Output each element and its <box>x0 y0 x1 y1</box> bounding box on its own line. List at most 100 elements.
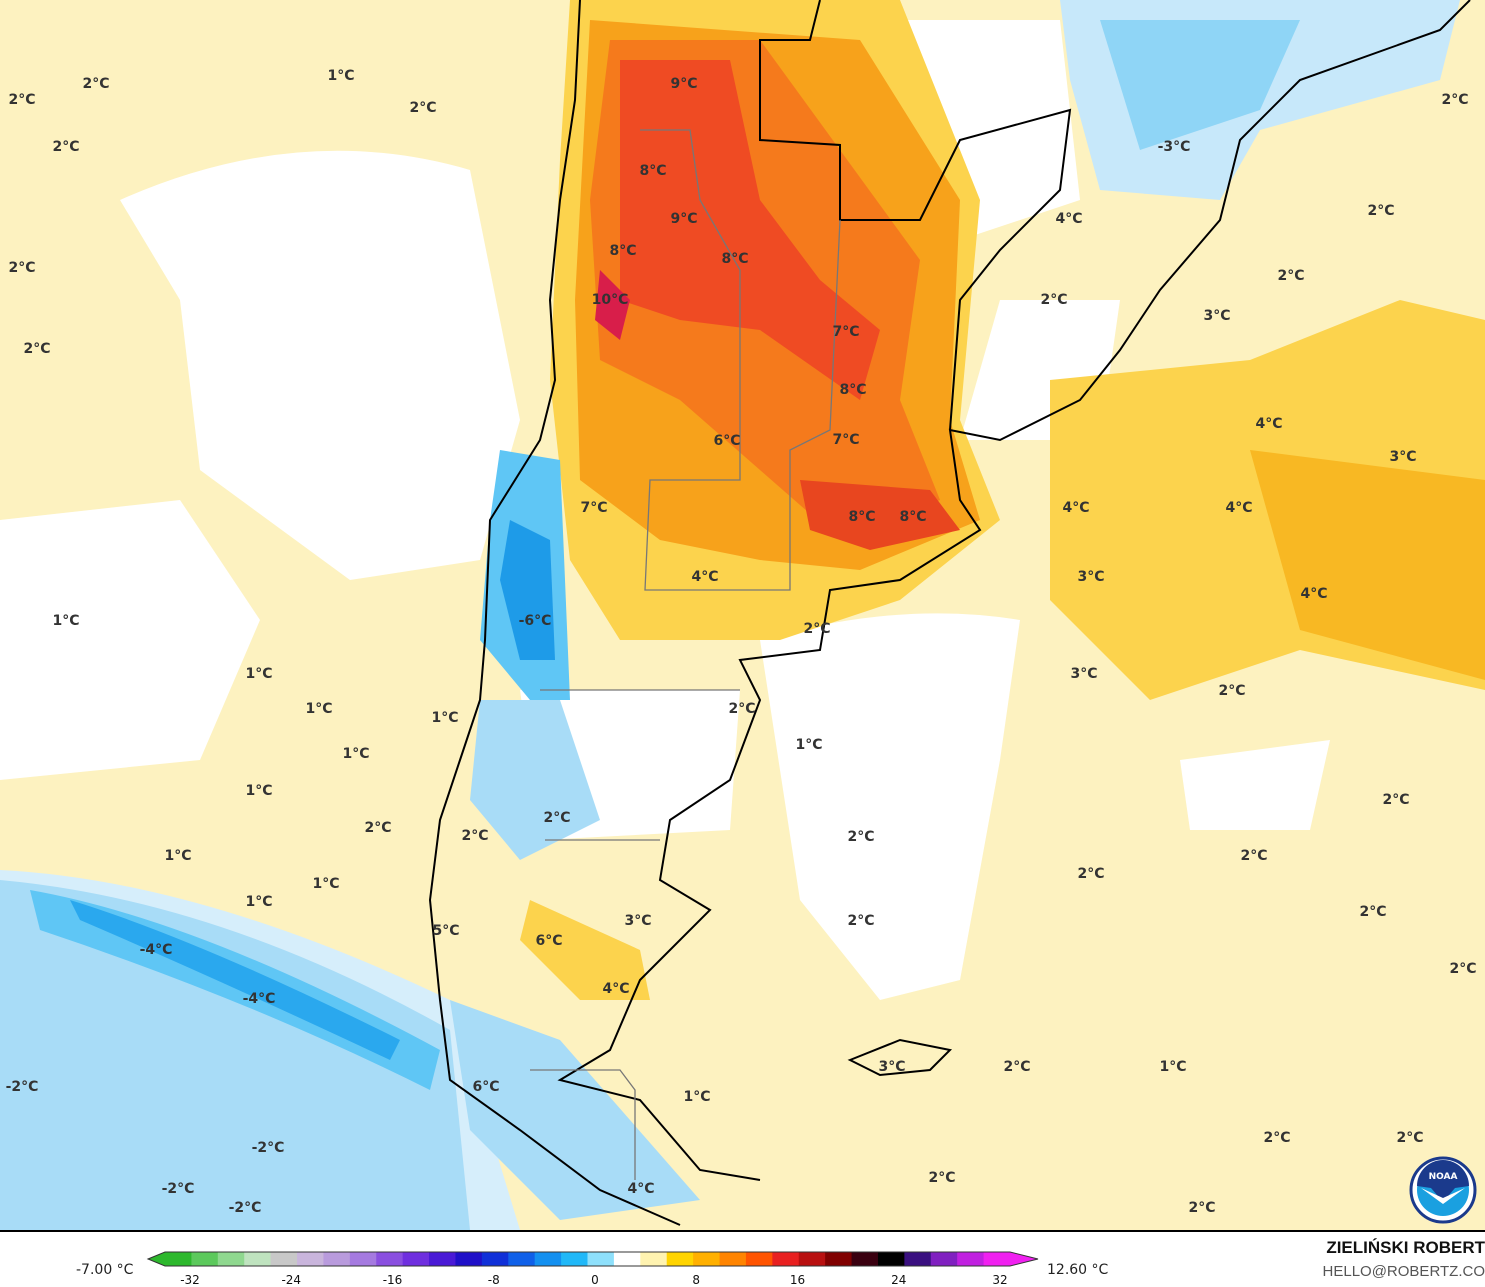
contour-label: 6°C <box>535 933 562 949</box>
scale-swatch <box>877 1252 905 1266</box>
contour-label: 1°C <box>305 701 332 717</box>
legend-tick: 16 <box>789 1273 806 1287</box>
contour-label: 2°C <box>1263 1130 1290 1146</box>
contour-label: -3°C <box>1158 139 1191 155</box>
scale-swatch <box>376 1252 404 1266</box>
legend-tick: -24 <box>281 1273 302 1287</box>
contour-label: 4°C <box>691 569 718 585</box>
scale-swatch <box>481 1252 509 1266</box>
contour-label: 4°C <box>602 981 629 997</box>
contour-label: 2°C <box>1382 792 1409 808</box>
scale-swatch <box>191 1252 219 1266</box>
scale-swatch <box>323 1252 351 1266</box>
scale-swatch <box>825 1252 853 1266</box>
contour-label: 2°C <box>8 92 35 108</box>
scale-swatch <box>640 1252 668 1266</box>
contour-labels: 2°C 2°C 1°C 2°C 2°C 2°C 2°C 9°C 8°C 9°C 8°C 8°C 10°C… <box>6 68 1477 1216</box>
scale-max-arrow <box>1010 1252 1038 1266</box>
svg-text:NOAA: NOAA <box>1429 1172 1458 1182</box>
contour-label: -6°C <box>519 613 552 629</box>
contour-label: 6°C <box>472 1079 499 1095</box>
contour-label: 3°C <box>1077 569 1104 585</box>
scale-swatch <box>587 1252 615 1266</box>
legend-tick: -16 <box>382 1273 403 1287</box>
contour-label: 2°C <box>1396 1130 1423 1146</box>
contour-label: 4°C <box>1062 500 1089 516</box>
color-scale-legend <box>0 1232 1485 1287</box>
contour-label: 2°C <box>1240 848 1267 864</box>
contour-label: 7°C <box>580 500 607 516</box>
contour-label: 2°C <box>847 913 874 929</box>
contour-label: 3°C <box>624 913 651 929</box>
contour-label: 8°C <box>848 509 875 525</box>
contour-label: 1°C <box>52 613 79 629</box>
contour-label: 2°C <box>82 76 109 92</box>
contour-label: 2°C <box>1367 203 1394 219</box>
legend-tick: -32 <box>180 1273 200 1287</box>
scale-swatch <box>349 1252 377 1266</box>
contour-label: 2°C <box>1040 292 1067 308</box>
contour-label: 2°C <box>728 701 755 717</box>
scale-swatch <box>930 1252 958 1266</box>
contour-label: 2°C <box>364 820 391 836</box>
legend-tick: 32 <box>992 1273 1008 1287</box>
contour-label: 1°C <box>245 783 272 799</box>
cold-andes <box>450 450 700 1220</box>
legend-min-label: -7.00 °C <box>76 1262 134 1278</box>
scale-swatch <box>217 1252 245 1266</box>
contour-label: 2°C <box>1449 961 1476 977</box>
legend-tick: 24 <box>891 1273 907 1287</box>
contour-label: 2°C <box>1077 866 1104 882</box>
scale-swatch <box>719 1252 747 1266</box>
contour-label: 2°C <box>1359 904 1386 920</box>
contour-label: 1°C <box>795 737 822 753</box>
scale-swatch <box>508 1252 536 1266</box>
contour-label: 2°C <box>1277 268 1304 284</box>
contour-label: 2°C <box>409 100 436 116</box>
contour-label: 8°C <box>721 251 748 267</box>
scale-swatch <box>561 1252 588 1266</box>
contour-label: 3°C <box>1389 449 1416 465</box>
contour-label: 4°C <box>1300 586 1327 602</box>
scale-swatch <box>693 1252 721 1266</box>
author-credit: ZIELIŃSKI ROBERT <box>1326 1238 1485 1257</box>
contour-label: 1°C <box>1159 1059 1186 1075</box>
contour-label: 1°C <box>312 876 339 892</box>
author-email: HELLO@ROBERTZ.CO <box>1322 1263 1485 1280</box>
contour-label: 4°C <box>1255 416 1282 432</box>
scale-swatch <box>455 1252 483 1266</box>
contour-label: 3°C <box>1203 308 1230 324</box>
scale-swatch <box>851 1252 879 1266</box>
scale-swatch <box>402 1252 430 1266</box>
scale-swatch <box>745 1252 773 1266</box>
cold-ocean <box>0 0 1460 1230</box>
contour-label: 1°C <box>245 894 272 910</box>
contour-label: 2°C <box>52 139 79 155</box>
contour-label: 1°C <box>342 746 369 762</box>
contour-label: 8°C <box>899 509 926 525</box>
contour-label: 3°C <box>878 1059 905 1075</box>
contour-label: 8°C <box>639 163 666 179</box>
contour-label: 4°C <box>1055 211 1082 227</box>
contour-label: 2°C <box>461 828 488 844</box>
contour-label: 8°C <box>839 382 866 398</box>
scale-swatch <box>429 1252 456 1266</box>
contour-label: 3°C <box>1070 666 1097 682</box>
scale-swatch <box>957 1252 985 1266</box>
contour-label: -4°C <box>243 991 276 1007</box>
scale-swatch <box>983 1252 1011 1266</box>
contour-label: 1°C <box>683 1089 710 1105</box>
scale-swatch <box>165 1252 192 1266</box>
contour-label: 1°C <box>431 710 458 726</box>
legend-tick: 0 <box>591 1273 599 1287</box>
contour-label: 9°C <box>670 76 697 92</box>
contour-label: -2°C <box>162 1181 195 1197</box>
contour-label: 2°C <box>928 1170 955 1186</box>
contour-label: 5°C <box>432 923 459 939</box>
legend-tick: 8 <box>692 1273 701 1287</box>
contour-label: -4°C <box>140 942 173 958</box>
scale-min-arrow <box>148 1252 165 1266</box>
contour-label: -2°C <box>6 1079 39 1095</box>
scale-swatch <box>772 1252 800 1266</box>
scale-swatch <box>666 1252 694 1266</box>
